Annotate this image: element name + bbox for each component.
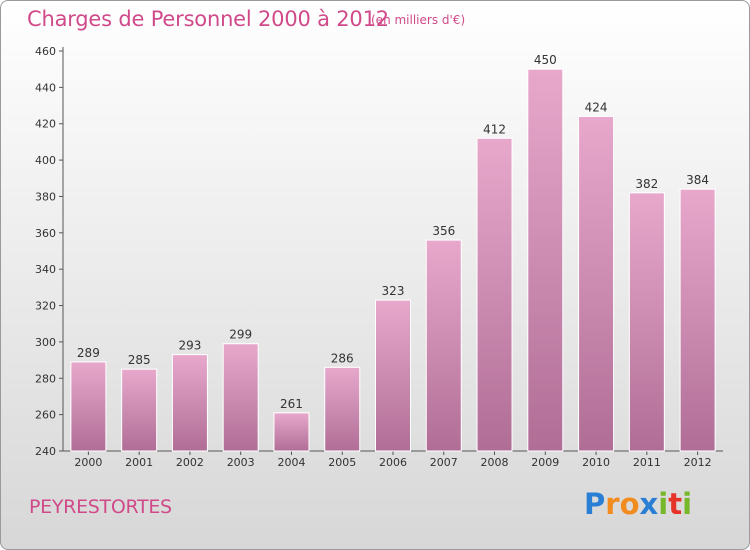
chart-subtitle: (en milliers d'€): [371, 13, 466, 27]
logo-letter: o: [619, 487, 640, 521]
logo-letter: t: [668, 487, 683, 521]
chart-title: Charges de Personnel 2000 à 2012: [27, 7, 389, 31]
bar-2004: [273, 412, 310, 452]
data-label: 356: [432, 224, 455, 238]
y-tick-label: 400: [35, 154, 56, 167]
bar-2001: [121, 368, 158, 452]
y-tick-label: 380: [35, 190, 56, 203]
y-tick-label: 320: [35, 300, 56, 313]
bar-2007: [425, 239, 462, 452]
logo-letter: x: [639, 487, 659, 521]
x-tick-label: 2003: [227, 456, 255, 469]
bar-2009: [527, 68, 564, 452]
y-tick-label: 340: [35, 263, 56, 276]
x-tick-label: 2012: [684, 456, 712, 469]
x-tick-label: 2010: [582, 456, 610, 469]
bar-2012: [679, 188, 716, 452]
data-label: 384: [686, 173, 709, 187]
x-tick-label: 2004: [277, 456, 305, 469]
y-tick-label: 300: [35, 336, 56, 349]
data-label: 382: [635, 177, 658, 191]
x-tick-label: 2011: [633, 456, 661, 469]
bar-2005: [324, 366, 361, 452]
data-labels: 289 285 293 299 261 286 323 356 412 450 424 382 384: [77, 53, 709, 411]
logo-letter: r: [605, 487, 620, 521]
bar-2008: [476, 137, 513, 452]
bars: [70, 68, 716, 452]
logo-letter: i: [682, 487, 693, 521]
y-tick-label: 420: [35, 118, 56, 131]
x-tick-label: 2007: [430, 456, 458, 469]
y-tick-label: 280: [35, 372, 56, 385]
x-tick-label: 2008: [481, 456, 509, 469]
data-label: 323: [382, 284, 405, 298]
data-label: 286: [331, 351, 354, 365]
logo-letter: i: [658, 487, 669, 521]
bar-2003: [222, 343, 259, 452]
y-tick-label: 460: [35, 45, 56, 58]
x-tick-label: 2006: [379, 456, 407, 469]
data-label: 285: [128, 353, 151, 367]
logo-letter: P: [584, 487, 606, 521]
y-tick-label: 240: [35, 445, 56, 458]
y-axis: 240 260 280 300 320 340 360 380 400 420 440 460: [35, 45, 64, 458]
x-tick-label: 2000: [74, 456, 102, 469]
x-tick-label: 2001: [125, 456, 153, 469]
y-tick-label: 260: [35, 409, 56, 422]
data-label: 299: [229, 328, 252, 342]
data-label: 289: [77, 346, 100, 360]
x-tick-label: 2005: [328, 456, 356, 469]
commune-name: PEYRESTORTES: [29, 496, 172, 518]
data-label: 293: [178, 339, 201, 353]
data-label: 450: [534, 53, 557, 67]
bar-2000: [70, 361, 107, 452]
bar-2006: [375, 299, 411, 452]
x-axis: 2000 2001 2002 2003 2004 2005 2006 2007 2008 2009…: [63, 450, 723, 469]
bar-2010: [578, 115, 615, 452]
data-label: 424: [585, 100, 608, 114]
bar-2011: [628, 192, 665, 452]
data-label: 261: [280, 397, 303, 411]
data-label: 412: [483, 122, 506, 136]
bar-2002: [171, 354, 208, 452]
proxiti-logo: Proxiti: [584, 487, 692, 521]
x-tick-label: 2009: [531, 456, 559, 469]
y-tick-label: 360: [35, 227, 56, 240]
y-tick-label: 440: [35, 81, 56, 94]
x-tick-label: 2002: [176, 456, 204, 469]
